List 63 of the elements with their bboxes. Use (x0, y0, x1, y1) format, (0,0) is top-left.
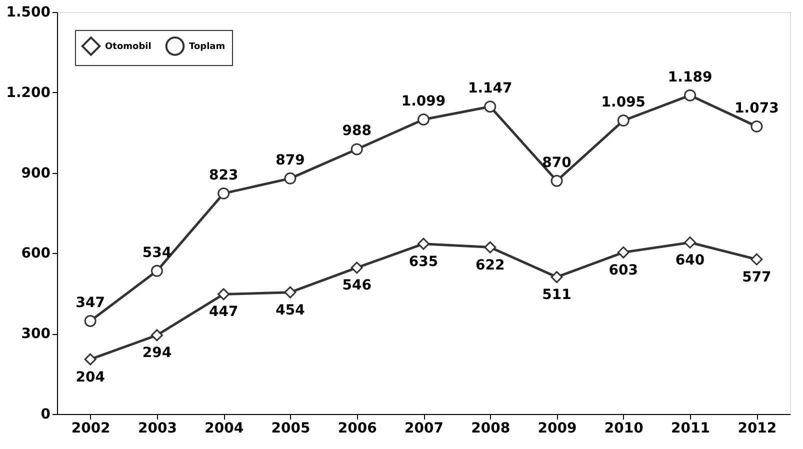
point (617, 114, 630, 127)
point (84, 353, 96, 366)
data-label: 1.147 (468, 80, 512, 97)
point (150, 264, 163, 277)
x-tick-label: 2004 (204, 420, 244, 436)
data-label: 204 (76, 369, 106, 386)
point (350, 262, 363, 274)
data-label: 447 (208, 304, 238, 320)
point (484, 100, 496, 113)
legend-label: Otomobil (105, 42, 152, 52)
point (284, 172, 296, 184)
point (350, 143, 363, 156)
data-label: 1.189 (668, 69, 712, 86)
data-label: 546 (342, 278, 372, 294)
point (750, 253, 763, 266)
point (218, 187, 230, 200)
data-label: 534 (142, 244, 172, 261)
x-tick-label: 2008 (471, 420, 510, 436)
data-label: 879 (276, 152, 305, 168)
point (684, 89, 696, 102)
x-tick-label: 2009 (538, 420, 577, 436)
point (284, 286, 296, 298)
x-tick-label: 2011 (671, 420, 710, 436)
data-label: 511 (542, 287, 572, 304)
point (484, 241, 496, 254)
point (418, 113, 430, 126)
point (750, 120, 763, 132)
data-label: 347 (76, 295, 105, 312)
y-tick-label: 900 (21, 165, 51, 182)
data-label: 603 (608, 262, 638, 278)
data-label: 294 (142, 345, 172, 362)
data-label: 622 (476, 257, 505, 274)
data-label: 870 (542, 154, 572, 171)
point (684, 236, 696, 248)
data-label: 635 (408, 254, 438, 270)
data-label: 823 (208, 167, 238, 184)
x-tick-label: 2012 (738, 420, 777, 436)
data-label: 640 (675, 252, 705, 268)
point (550, 271, 563, 284)
data-label: 577 (742, 269, 772, 286)
x-tick-label: 2006 (338, 420, 377, 436)
point (418, 238, 430, 250)
y-tick-label: 1.500 (6, 4, 51, 20)
point (218, 288, 230, 300)
data-label: 988 (342, 123, 372, 140)
point (550, 174, 563, 187)
y-tick-label: 1.200 (6, 84, 51, 101)
y-tick-label: 300 (21, 326, 51, 342)
data-label: 1.095 (601, 94, 646, 111)
x-tick-label: 2003 (138, 420, 177, 436)
data-label: 1.073 (734, 100, 779, 116)
x-tick-label: 2010 (604, 420, 644, 436)
x-tick-label: 2007 (404, 420, 444, 436)
data-label: 454 (276, 302, 306, 318)
y-tick-label: 600 (21, 246, 51, 262)
x-tick-label: 2002 (71, 420, 110, 436)
y-tick-label: 0 (40, 406, 51, 422)
legend-label: Toplam (189, 42, 226, 52)
point (617, 246, 630, 258)
point (84, 315, 96, 327)
x-tick-label: 2005 (271, 420, 310, 436)
point (150, 329, 163, 342)
data-label: 1.099 (401, 93, 446, 110)
